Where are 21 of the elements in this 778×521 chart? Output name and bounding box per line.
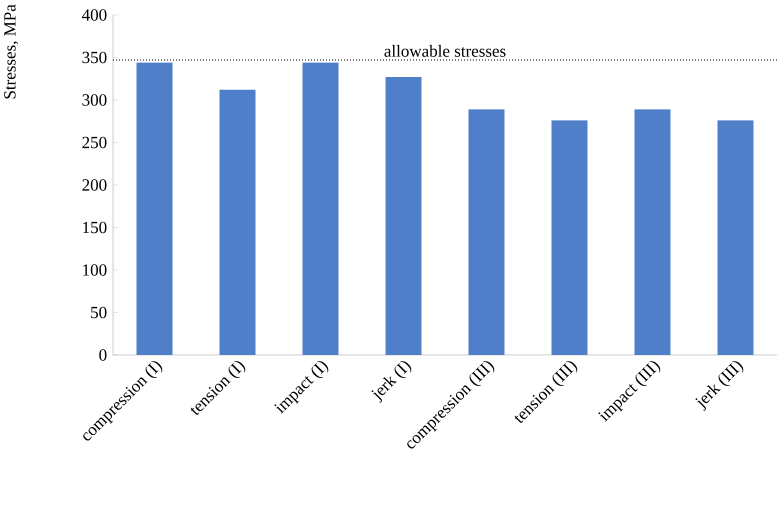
y-tick-label: 400 <box>82 9 106 21</box>
bar <box>468 109 504 355</box>
bar <box>634 109 670 355</box>
bar <box>136 62 173 355</box>
x-tick-label: jerk (III) <box>696 361 744 411</box>
y-axis-title: Stresses, MPa <box>4 4 18 98</box>
bar <box>717 120 754 355</box>
y-tick-label: 200 <box>82 179 106 191</box>
bar <box>302 62 338 355</box>
y-tick-label: 150 <box>83 222 106 234</box>
y-tick-label: 50 <box>91 306 106 318</box>
y-tick-label: 0 <box>99 349 106 361</box>
x-tick-label: jerk (I) <box>372 361 412 403</box>
y-tick-label: 100 <box>83 264 106 276</box>
y-tick-label: 250 <box>82 136 106 148</box>
y-tick-label: 350 <box>82 52 106 64</box>
bar <box>220 90 256 355</box>
y-tick-label: 300 <box>82 94 106 106</box>
bar <box>386 77 422 355</box>
bar <box>551 120 588 355</box>
ref-line-label: allowable stresses <box>384 44 506 57</box>
